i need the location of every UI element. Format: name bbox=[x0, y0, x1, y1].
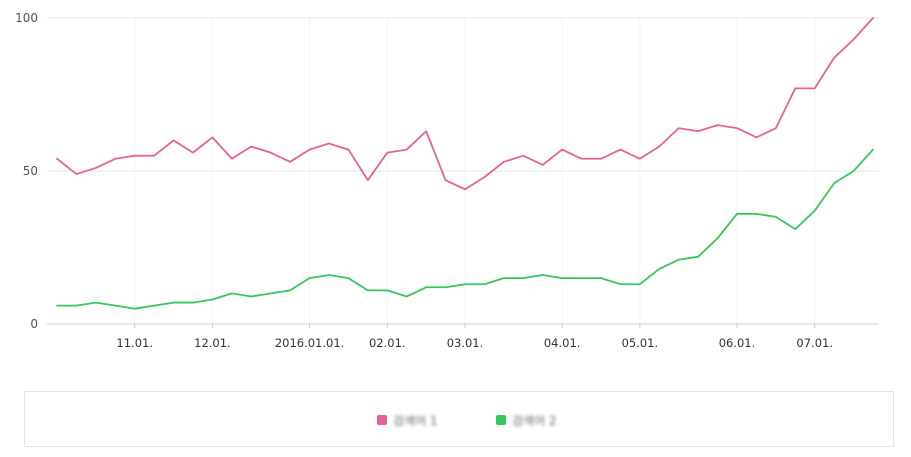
y-tick-label: 100 bbox=[15, 11, 38, 25]
chart-svg: 0 50 100 11.01. 12.01. 2016.01.01. 02.01. 03.0… bbox=[15, 11, 879, 350]
line-chart: 0 50 100 11.01. 12.01. 2016.01.01. 02.01. 03.0… bbox=[15, 11, 879, 350]
x-tick-label: 02.01. bbox=[369, 336, 406, 350]
legend-swatch-series-1 bbox=[377, 415, 387, 425]
x-tick-label: 06.01. bbox=[719, 336, 756, 350]
legend-label-series-2: 검색어 2 bbox=[512, 413, 557, 428]
gridlines bbox=[47, 17, 879, 324]
x-tick-label: 04.01. bbox=[544, 336, 581, 350]
legend-item-series-1[interactable]: 검색어 1 bbox=[377, 411, 438, 429]
y-tick-label: 50 bbox=[23, 164, 38, 178]
series-line-1 bbox=[56, 17, 874, 191]
legend-swatch-series-2 bbox=[496, 415, 506, 425]
x-tick-label: 05.01. bbox=[622, 336, 659, 350]
axes bbox=[47, 323, 879, 328]
x-axis-ticks: 11.01. 12.01. 2016.01.01. 02.01. 03.01. 04.01… bbox=[116, 336, 833, 350]
y-tick-label: 0 bbox=[30, 317, 38, 331]
x-tick-label: 07.01. bbox=[796, 336, 833, 350]
series-lines bbox=[56, 17, 874, 310]
x-tick-label: 03.01. bbox=[447, 336, 484, 350]
x-tick-label: 11.01. bbox=[116, 336, 153, 350]
chart-legend: 검색어 1 검색어 2 bbox=[24, 391, 894, 447]
y-axis-ticks: 0 50 100 bbox=[15, 11, 38, 331]
legend-label-series-1: 검색어 1 bbox=[393, 413, 438, 428]
legend-item-series-2[interactable]: 검색어 2 bbox=[496, 411, 557, 429]
x-tick-label: 12.01. bbox=[194, 336, 231, 350]
x-tick-label: 2016.01.01. bbox=[275, 336, 345, 350]
series-line-2 bbox=[56, 148, 874, 310]
